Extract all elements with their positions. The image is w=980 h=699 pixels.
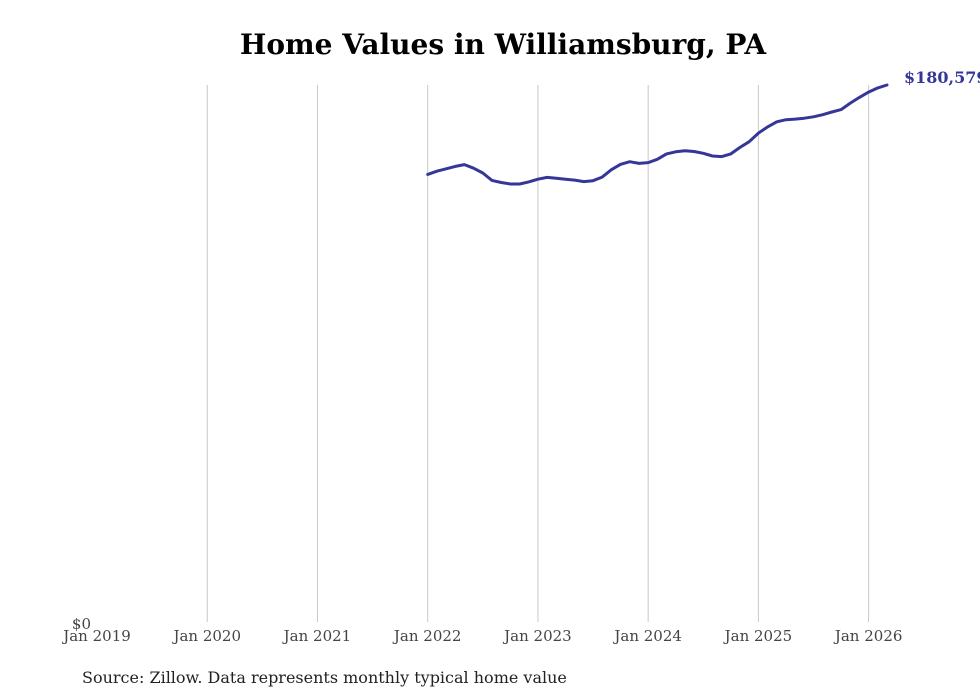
- x-tick-label-2025: Jan 2025: [723, 627, 793, 645]
- end-labels: $180,579: [904, 68, 980, 87]
- x-tick-label-2022: Jan 2022: [392, 627, 462, 645]
- series-group: [426, 83, 889, 186]
- x-axis-ticks: Jan 2019 Jan 2020 Jan 2021 Jan 2022 Jan 2023…: [61, 627, 902, 645]
- source-note: Source: Zillow. Data represents monthly …: [82, 668, 567, 687]
- x-tick-label-2019: Jan 2019: [61, 627, 131, 645]
- chart-title: Home Values in Williamsburg, PA: [239, 28, 767, 61]
- end-value-label: $180,579: [904, 68, 980, 87]
- x-tick-label-2023: Jan 2023: [502, 627, 572, 645]
- y-tick-label-0: $0: [72, 615, 91, 633]
- series-line-0: [426, 83, 889, 186]
- gridlines: [206, 85, 870, 622]
- x-tick-label-2020: Jan 2020: [171, 627, 241, 645]
- x-tick-label-2026: Jan 2026: [833, 627, 903, 645]
- x-tick-label-2021: Jan 2021: [282, 627, 352, 645]
- x-tick-label-2024: Jan 2024: [612, 627, 682, 645]
- y-axis-ticks: $0: [72, 615, 91, 633]
